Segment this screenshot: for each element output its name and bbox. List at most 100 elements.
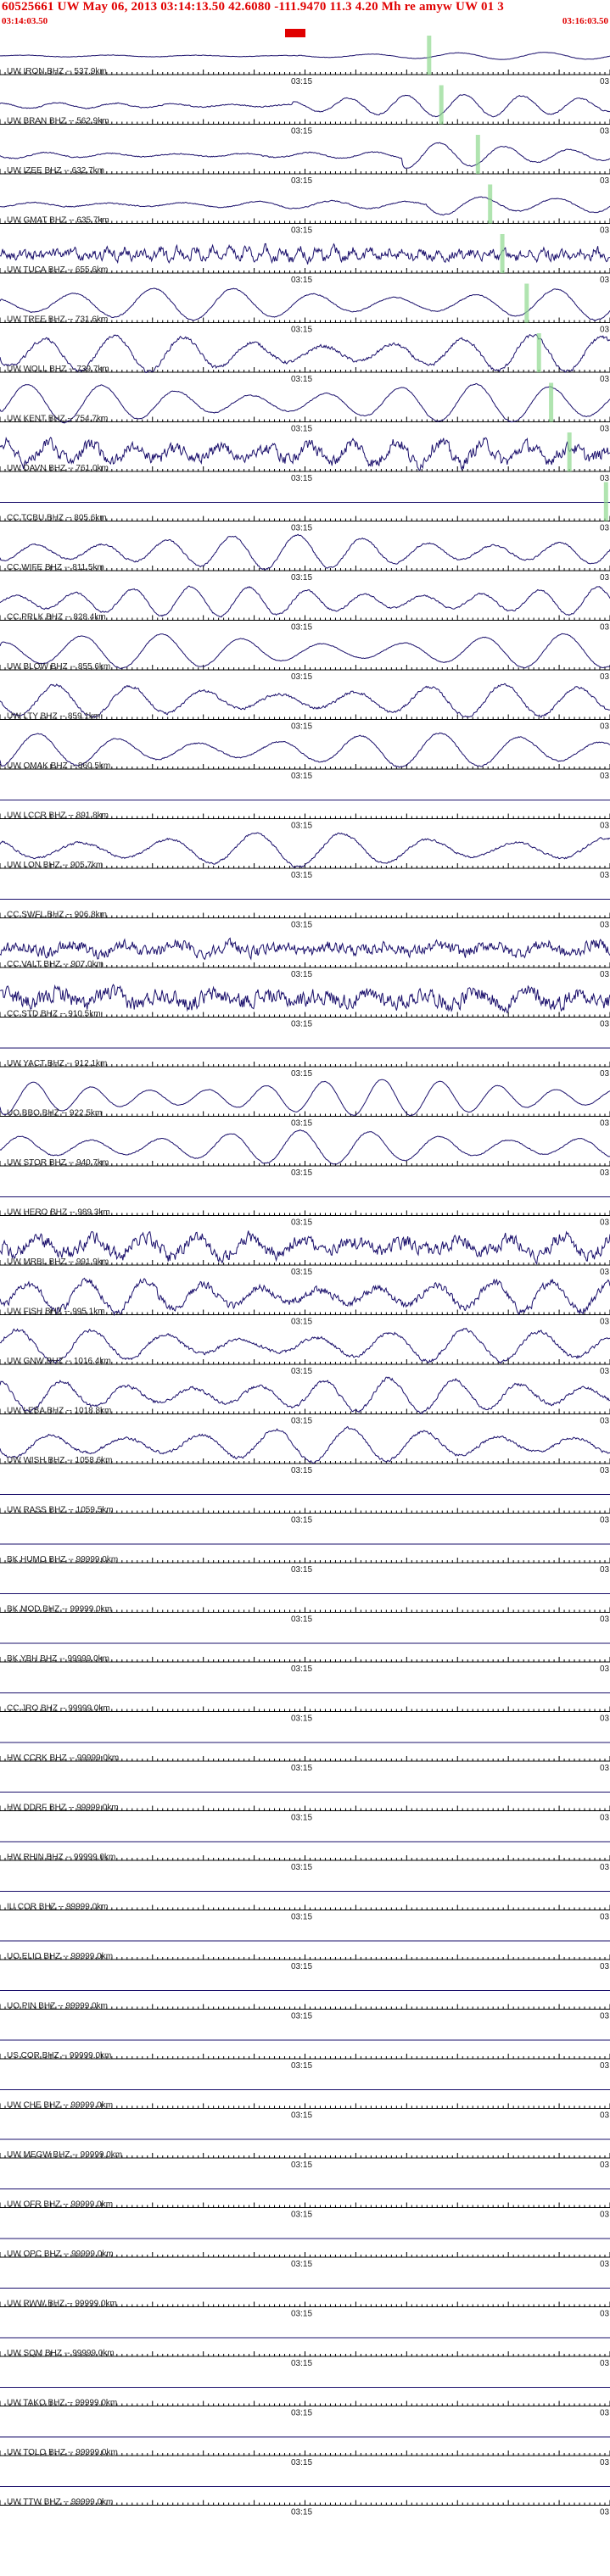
edge-time-tick-label: 03 xyxy=(600,1168,610,1178)
edge-time-tick-label: 03 xyxy=(600,1764,610,1773)
waveform-trace xyxy=(0,1327,610,1364)
edge-time-tick-label: 03 xyxy=(600,1218,610,1228)
station-row: 03:15 03 UW KENT BHZ -- 754.7km xyxy=(0,382,610,434)
station-label: CC PRLK BHZ -- 828.4km xyxy=(7,613,106,622)
edge-time-tick-label: 03 xyxy=(600,970,610,979)
station-row: 03:15 03 UW WOLL BHZ -- 739.7km xyxy=(0,333,610,384)
waveform-trace xyxy=(0,633,610,669)
phase-pick-marker xyxy=(475,135,480,174)
waveform-trace xyxy=(0,683,610,719)
mid-time-tick-label: 03:15 xyxy=(291,1615,312,1625)
station-label: UW MRBL BHZ -- 991.9km xyxy=(7,1257,109,1267)
mid-time-tick-label: 03:15 xyxy=(291,375,312,384)
mid-time-tick-label: 03:15 xyxy=(291,871,312,880)
mid-time-tick-label: 03:15 xyxy=(291,425,312,434)
station-label: UW YACT BHZ -- 912.1km xyxy=(7,1059,107,1068)
station-row: 03:15 03 BK HUMO BHZ -- 99999.0km xyxy=(0,1543,610,1575)
edge-time-tick-label: 03 xyxy=(600,722,610,732)
phase-pick-marker xyxy=(549,382,554,422)
seismogram-panel: 03:15 03 UW IRON BHZ -- 537.9km 03:15 03 UW B… xyxy=(0,29,610,2576)
mid-time-tick-label: 03:15 xyxy=(291,524,312,533)
station-row: 03:15 03 UW BLOW BHZ -- 855.6km xyxy=(0,633,610,682)
mid-time-tick-label: 03:15 xyxy=(291,1466,312,1475)
station-row: 03:15 03 BK YBH BHZ -- 99999.0km xyxy=(0,1642,610,1674)
station-row: 03:15 03 UW MRBL BHZ -- 991.9km xyxy=(0,1230,610,1277)
mid-time-tick-label: 03:15 xyxy=(291,127,312,137)
edge-time-tick-label: 03 xyxy=(600,375,610,384)
station-label: BK HUMO BHZ -- 99999.0km xyxy=(7,1555,118,1564)
edge-time-tick-label: 03 xyxy=(600,1863,610,1872)
waveform-trace xyxy=(0,1129,610,1165)
phase-pick-marker xyxy=(488,184,493,224)
edge-time-tick-label: 03 xyxy=(600,1466,610,1475)
edge-time-tick-label: 03 xyxy=(600,474,610,483)
station-label: CC STD BHZ -- 910.5km xyxy=(7,1010,101,1019)
station-label: BK YBH BHZ -- 99999.0km xyxy=(7,1654,109,1664)
waveform-trace xyxy=(0,333,610,374)
waveform-trace xyxy=(0,1230,610,1265)
waveform-trace xyxy=(0,243,610,265)
edge-time-tick-label: 03 xyxy=(600,226,610,236)
station-row: 03:15 03 CC PRLK BHZ -- 828.4km xyxy=(0,585,610,633)
waveform-trace xyxy=(0,94,610,118)
waveform-trace xyxy=(0,382,610,424)
end-time-label: 03:16:03.50 xyxy=(562,16,608,26)
waveform-trace xyxy=(0,196,610,216)
mid-time-tick-label: 03:15 xyxy=(291,822,312,831)
mid-time-tick-label: 03:15 xyxy=(291,1764,312,1773)
station-label: UW RASS BHZ -- 1059.5km xyxy=(7,1506,114,1515)
edge-time-tick-label: 03 xyxy=(600,1565,610,1575)
station-label: UW KENT BHZ -- 754.7km xyxy=(7,415,108,424)
record-header: 60525661 UW May 06, 2013 03:14:13.50 42.… xyxy=(0,0,610,34)
mid-time-tick-label: 03:15 xyxy=(291,1814,312,1823)
waveform-trace xyxy=(0,142,610,169)
station-row: 03:15 03 UW WISH BHZ -- 1058.6km xyxy=(0,1425,610,1475)
station-row: 03:15 03 UW STOR BHZ -- 940.7km xyxy=(0,1129,610,1178)
station-row: 03:15 03 UW LEBA BHZ -- 1018.8km xyxy=(0,1376,610,1426)
station-row: 03:15 03 UW IZEE BHZ -- 632.7km xyxy=(0,135,610,186)
edge-time-tick-label: 03 xyxy=(600,921,610,930)
station-row: 03:15 03 CC SWFL BHZ -- 906.8km xyxy=(0,899,610,930)
station-label: UW GMAT BHZ -- 635.7km xyxy=(7,216,109,226)
station-row: 03:15 03 UO BBO BHZ -- 922.5km xyxy=(0,1079,610,1129)
station-label: CC TCBU BHZ -- 805.6km xyxy=(7,514,107,523)
phase-pick-marker xyxy=(536,333,541,372)
station-label: UO ELIO BHZ -- 99999.0km xyxy=(7,1952,113,1961)
station-row: 03:15 03 UW YACT BHZ -- 912.1km xyxy=(0,1047,610,1079)
station-row: 03:15 03 UW DAVN BHZ -- 761.0km xyxy=(0,432,610,483)
station-row: 03:15 03 CC VALT BHZ -- 907.0km xyxy=(0,937,610,979)
edge-time-tick-label: 03 xyxy=(600,1962,610,1971)
station-label: UW IRON BHZ -- 537.9km xyxy=(7,67,107,76)
phase-pick-marker xyxy=(524,283,529,323)
station-row: 03:15 03 UW TUCA BHZ -- 655.6km xyxy=(0,234,610,285)
station-label: UW LTY BHZ -- 859.1km xyxy=(7,712,100,722)
mid-time-tick-label: 03:15 xyxy=(291,1565,312,1575)
station-label: IU COR BHZ -- 99999.0km xyxy=(7,1903,108,1912)
station-row: 03:15 03 BK MOD BHZ -- 99999.0km xyxy=(0,1593,610,1625)
station-label: UW BLOW BHZ -- 855.6km xyxy=(7,662,110,672)
phase-pick-marker xyxy=(500,234,505,273)
station-row: 03:15 03 CC JRO BHZ -- 99999.0km xyxy=(0,1692,610,1724)
edge-time-tick-label: 03 xyxy=(600,276,610,285)
edge-time-tick-label: 03 xyxy=(600,1367,610,1376)
waveform-trace xyxy=(0,1277,610,1317)
edge-time-tick-label: 03 xyxy=(600,623,610,633)
mid-time-tick-label: 03:15 xyxy=(291,176,312,186)
station-row: 03:15 03 UO ELIO BHZ -- 99999.0km xyxy=(0,1940,610,1971)
phase-pick-marker xyxy=(439,85,444,125)
phase-pick-marker xyxy=(567,432,572,471)
mid-time-tick-label: 03:15 xyxy=(291,1119,312,1129)
edge-time-tick-label: 03 xyxy=(600,1664,610,1674)
mid-time-tick-label: 03:15 xyxy=(291,1020,312,1029)
station-row: 03:15 03 UW GNW BHZ -- 1016.4km xyxy=(0,1327,610,1376)
station-label: CC SWFL BHZ -- 906.8km xyxy=(7,911,107,920)
station-row: 03:15 03 UW LON BHZ -- 905.7km xyxy=(0,832,610,880)
edge-time-tick-label: 03 xyxy=(600,1516,610,1525)
station-label: HW CCRK BHZ -- 99999.0km xyxy=(7,1754,119,1763)
edge-time-tick-label: 03 xyxy=(600,1119,610,1129)
mid-time-tick-label: 03:15 xyxy=(291,1367,312,1376)
mid-time-tick-label: 03:15 xyxy=(291,1168,312,1178)
station-label: UW FISH BHZ -- 995.1km xyxy=(7,1308,105,1317)
mid-time-tick-label: 03:15 xyxy=(291,226,312,236)
station-label: HW RHIN BHZ -- 99999.0km xyxy=(7,1853,115,1862)
